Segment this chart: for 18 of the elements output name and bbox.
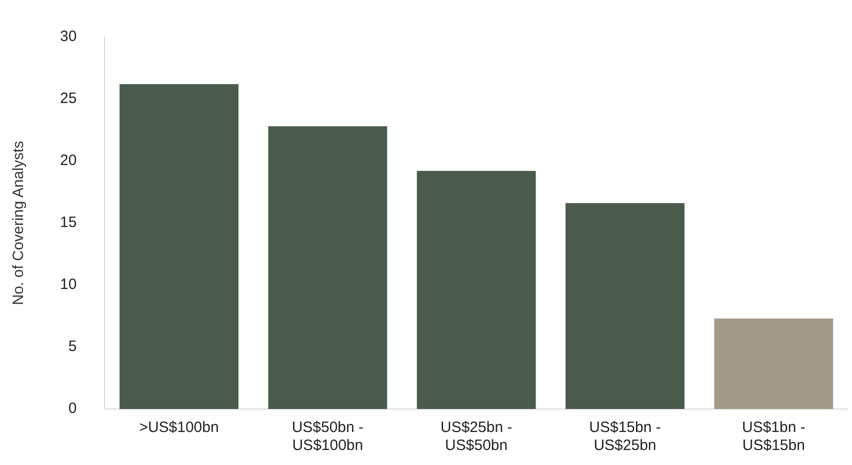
y-tick-label: 5 <box>68 338 77 356</box>
y-axis-title: No. of Covering Analysts <box>10 140 28 306</box>
x-tick-label: US$50bn - US$100bn <box>292 419 364 454</box>
y-tick-label: 30 <box>60 28 77 46</box>
bar <box>416 170 536 409</box>
bar <box>268 126 388 409</box>
y-tick-label: 20 <box>60 152 77 170</box>
y-tick-label: 25 <box>60 90 77 108</box>
y-tick-label: 10 <box>60 276 77 294</box>
x-tick-label: US$15bn - US$25bn <box>589 419 661 454</box>
x-tick-label: >US$100bn <box>139 419 219 436</box>
y-tick-label: 0 <box>68 400 77 418</box>
bar <box>714 318 834 409</box>
y-tick-label: 15 <box>60 214 77 232</box>
x-tick-label: US$25bn - US$50bn <box>440 419 512 454</box>
bar <box>120 84 238 409</box>
x-tick-label: US$1bn - US$15bn <box>742 419 806 454</box>
bar <box>566 203 684 409</box>
